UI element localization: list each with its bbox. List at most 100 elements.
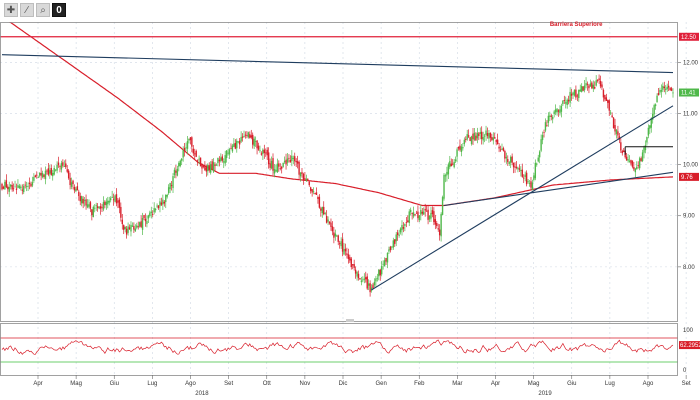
candle-body <box>160 202 163 205</box>
candle-body <box>543 131 545 133</box>
x-tick-label: Set <box>682 381 691 387</box>
candle-body <box>70 182 73 187</box>
candle-body <box>276 163 279 173</box>
candle <box>492 132 494 145</box>
candle-body <box>402 226 405 229</box>
candle <box>525 170 528 187</box>
candle <box>208 162 210 173</box>
zero-icon[interactable]: 0 <box>52 3 66 17</box>
candle <box>375 275 377 287</box>
candle <box>144 213 147 227</box>
candle-body <box>450 163 452 167</box>
magnify-icon[interactable]: ⌕ <box>36 3 50 17</box>
candlestick-series <box>1 74 674 297</box>
candle-body <box>415 212 418 214</box>
candle <box>109 196 112 203</box>
candle <box>647 124 650 139</box>
candle <box>363 273 366 284</box>
candle-body <box>65 163 67 168</box>
panel-splitter-handle[interactable] <box>346 319 354 322</box>
candle-body <box>385 257 387 262</box>
pencil-icon[interactable]: ∕ <box>20 3 34 17</box>
candle-body <box>570 93 573 96</box>
candle <box>117 198 119 209</box>
candle-body <box>194 153 196 155</box>
candle-body <box>530 181 532 188</box>
candle <box>41 170 44 179</box>
year-label: 2019 <box>538 391 552 397</box>
candle <box>134 224 137 232</box>
candle <box>494 132 496 139</box>
candle <box>221 154 223 163</box>
candle <box>175 164 177 179</box>
candle <box>340 237 342 249</box>
candle <box>537 154 539 163</box>
candle <box>218 156 221 167</box>
candle-body <box>7 186 9 190</box>
candle <box>257 142 260 151</box>
candle <box>254 136 257 147</box>
trendline-resistance[interactable] <box>1 54 674 74</box>
candle-body <box>314 192 316 195</box>
candle-body <box>346 253 348 255</box>
candle <box>576 93 579 102</box>
candle <box>185 142 187 152</box>
candle <box>425 205 428 212</box>
candle-body <box>44 170 47 180</box>
candle-body <box>469 137 471 142</box>
x-tick-label: Giu <box>110 381 119 387</box>
trendline-support[interactable] <box>371 105 674 291</box>
candle <box>167 184 170 195</box>
candle-body <box>262 149 264 154</box>
candle <box>563 95 566 104</box>
candle-body <box>456 149 458 157</box>
crosshair-icon[interactable]: ✚ <box>4 3 18 17</box>
candle-body <box>494 137 496 139</box>
candle-body <box>637 165 639 167</box>
candle <box>118 197 121 214</box>
candle-body <box>491 137 493 140</box>
candle-body <box>133 226 135 230</box>
candle <box>496 133 499 145</box>
rsi-panel-border <box>0 323 678 376</box>
candle <box>589 79 592 87</box>
candle <box>186 135 189 155</box>
candle <box>485 125 487 141</box>
candle-body <box>117 200 119 203</box>
candle <box>556 108 558 116</box>
candle-body <box>99 206 102 209</box>
candle <box>81 195 83 207</box>
candle-body <box>601 84 603 88</box>
candle-body <box>60 162 63 170</box>
candle-body <box>614 125 616 132</box>
candle-body <box>223 161 225 163</box>
candle <box>169 182 171 194</box>
candle-body <box>169 182 171 190</box>
candle-body <box>609 112 612 114</box>
candle-body <box>102 202 105 210</box>
candle-body <box>641 152 644 162</box>
candle <box>124 226 126 233</box>
candle <box>588 84 590 94</box>
candle <box>140 215 142 229</box>
candle <box>486 127 489 139</box>
candle-body <box>365 277 367 280</box>
trendline-lower-support[interactable] <box>443 171 674 207</box>
candle-body <box>462 147 464 149</box>
candle <box>667 80 670 92</box>
candle-body <box>337 235 339 242</box>
candle-body <box>25 186 28 187</box>
candle <box>518 164 521 172</box>
candle <box>578 89 580 102</box>
candle <box>620 138 622 154</box>
candle-body <box>333 232 335 238</box>
candle <box>12 183 15 192</box>
candle-body <box>573 89 576 96</box>
candle <box>79 192 81 206</box>
candle <box>476 127 479 144</box>
x-tick-label: Mag <box>528 381 540 387</box>
candle <box>395 231 397 247</box>
candle-body <box>85 199 87 206</box>
candle <box>15 183 18 195</box>
